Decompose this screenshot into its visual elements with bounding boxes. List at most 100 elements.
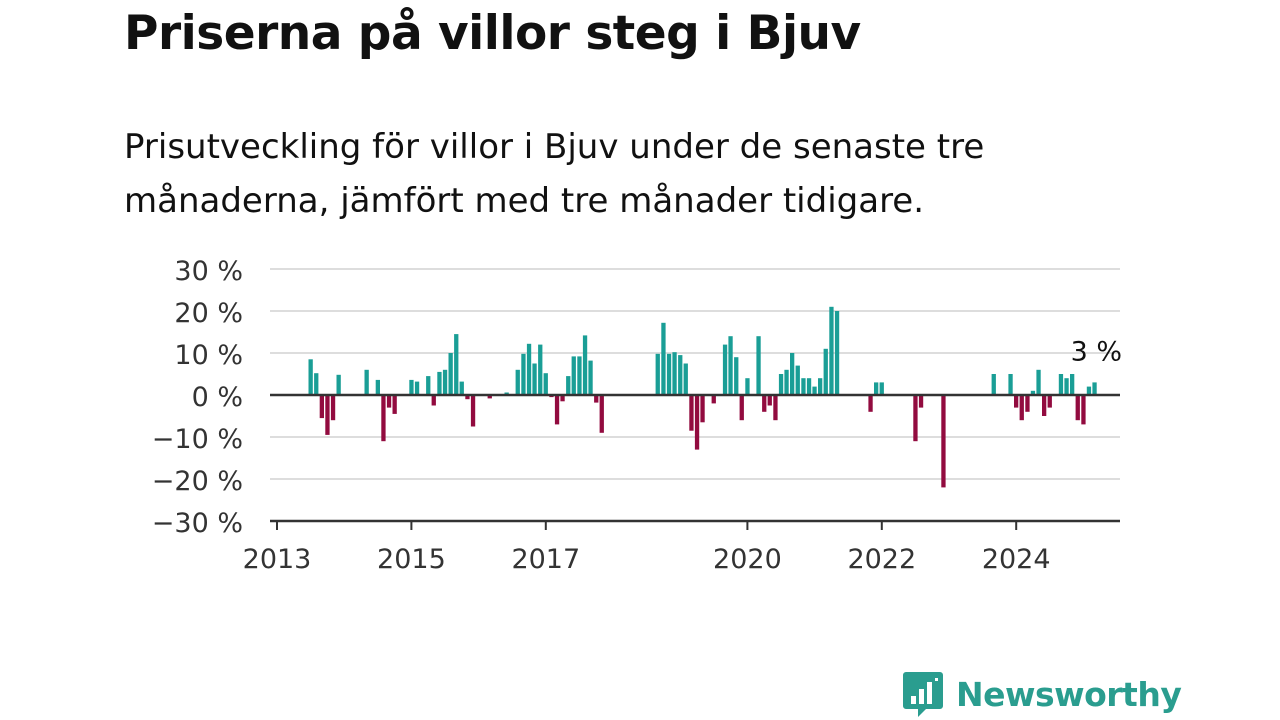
bar <box>409 379 414 395</box>
bar <box>1008 374 1013 395</box>
bar <box>599 395 604 433</box>
bar <box>330 395 336 421</box>
bar <box>991 374 996 395</box>
bar <box>1064 378 1069 395</box>
bar <box>470 395 476 427</box>
bar <box>1092 382 1097 395</box>
bar <box>1019 395 1024 421</box>
bar <box>689 395 694 431</box>
bar <box>806 378 812 395</box>
x-tick-label: 2015 <box>377 544 446 575</box>
bar <box>594 395 599 403</box>
x-axis-tick-labels: 2013 2015 2017 2020 2022 2024 <box>243 544 1051 575</box>
bar <box>381 395 386 442</box>
bar <box>319 395 324 419</box>
subtitle-line-1: Prisutveckling för villor i Bjuv under d… <box>124 127 985 167</box>
bar <box>1081 395 1086 425</box>
bar <box>459 381 464 395</box>
bar <box>375 379 380 395</box>
bar <box>414 381 420 395</box>
bar <box>454 334 459 395</box>
bar <box>683 363 688 395</box>
bar <box>711 395 716 404</box>
bar <box>543 373 548 395</box>
y-axis-tick-labels: 30 % 20 % 10 % 0 % −10 % −20 % −30 % <box>152 256 243 539</box>
bar <box>672 352 677 395</box>
subtitle-line-2: månaderna, jämfört med tre månader tidig… <box>124 181 925 221</box>
x-tick-label: 2017 <box>511 544 580 575</box>
bar <box>437 371 442 395</box>
bar <box>874 382 879 395</box>
x-tick-label: 2013 <box>243 544 312 575</box>
bar <box>655 353 660 395</box>
bar <box>795 365 800 395</box>
chart-title: Priserna på villor steg i Bjuv <box>124 6 861 61</box>
bar <box>918 395 924 408</box>
bar <box>325 395 330 435</box>
bar <box>661 322 666 395</box>
bar <box>1047 395 1052 408</box>
annotations: 3 % <box>1071 336 1122 367</box>
bar <box>364 369 369 395</box>
y-tick-label: −10 % <box>152 424 243 455</box>
bar <box>778 374 784 395</box>
bar <box>571 356 576 395</box>
bar <box>734 357 739 395</box>
newsworthy-logo: Newsworthy <box>902 670 1182 718</box>
bar <box>588 360 593 395</box>
bar <box>694 395 700 450</box>
bar <box>879 382 884 395</box>
y-tick-label: 20 % <box>174 298 243 329</box>
bar <box>336 374 341 395</box>
bar <box>829 306 834 395</box>
bar <box>448 353 453 395</box>
bar <box>784 369 789 395</box>
y-tick-label: 0 % <box>192 382 243 413</box>
bar <box>700 395 705 423</box>
bar <box>868 395 873 412</box>
bar <box>739 395 744 421</box>
bar <box>801 378 806 395</box>
bar <box>823 348 828 395</box>
last-value-label: 3 % <box>1071 336 1122 367</box>
bar <box>1014 395 1019 408</box>
bar <box>465 395 470 400</box>
bar <box>941 395 946 488</box>
bar <box>1075 395 1080 421</box>
bar <box>1058 374 1064 395</box>
bar <box>666 353 672 395</box>
bar <box>773 395 778 421</box>
bar <box>1025 395 1030 412</box>
bars <box>308 306 1097 488</box>
bar <box>532 363 537 395</box>
bar <box>426 376 431 395</box>
x-tick-label: 2022 <box>847 544 916 575</box>
chart-subtitle: Prisutveckling för villor i Bjuv under d… <box>124 120 1084 228</box>
y-tick-label: −30 % <box>152 508 243 539</box>
newsworthy-logo-icon <box>903 672 943 717</box>
bar <box>487 395 492 399</box>
bar <box>1070 374 1075 395</box>
bar <box>722 344 728 395</box>
bar <box>577 356 582 395</box>
bar <box>767 395 772 406</box>
x-tick-label: 2020 <box>713 544 782 575</box>
bar <box>756 336 761 395</box>
bar <box>566 376 571 395</box>
bar <box>1086 386 1092 395</box>
bar <box>431 395 436 406</box>
bar <box>308 359 313 395</box>
bar <box>913 395 918 442</box>
bar <box>1036 369 1041 395</box>
bar <box>818 378 823 395</box>
x-tick-label: 2024 <box>982 544 1051 575</box>
bar <box>582 335 588 395</box>
bar <box>834 311 840 395</box>
bar <box>314 373 319 395</box>
bar <box>762 395 767 412</box>
bar <box>678 355 683 395</box>
bar <box>554 395 560 425</box>
bar <box>515 369 520 395</box>
bar <box>526 343 532 395</box>
